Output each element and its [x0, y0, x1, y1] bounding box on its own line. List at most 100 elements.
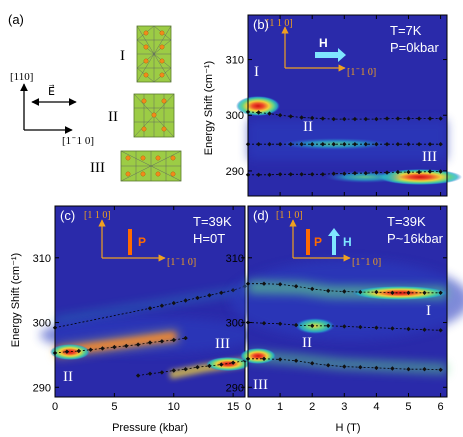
- panel-label-d: (d): [253, 208, 269, 223]
- data-point-c-2-8: [230, 360, 236, 365]
- x-tick-label-d-0: 0: [245, 401, 251, 413]
- axes-b: 290 300 310: [226, 15, 447, 196]
- x-tick-label-d-4: 4: [373, 401, 379, 413]
- data-point-c-1-7: [135, 342, 141, 347]
- data-point-c-1-3: [88, 347, 93, 352]
- inset-right-label-d: [1 ̄ 1 0]: [352, 257, 381, 268]
- data-point-d-1-10: [406, 326, 411, 332]
- data-point-c-2-2: [159, 370, 165, 375]
- axis-1-10-label: [1 ̄ 1 0]: [62, 135, 94, 147]
- data-point-b-1-3: [277, 142, 283, 147]
- x-axis-title-c: Pressure (kbar): [112, 422, 188, 434]
- data-point-c-1-6: [124, 343, 129, 349]
- data-point-d-1-6: [342, 324, 347, 329]
- frame-b: [247, 14, 448, 197]
- inset-up-label-b: [1 1 0]: [266, 18, 293, 29]
- data-point-d-1-12: [438, 328, 443, 333]
- y-tick-label-d-2: 310: [226, 253, 244, 265]
- panel-b: [1 1 0] [1 ̄ 1 0] H T=7K P=0kbar I II II…: [226, 14, 462, 197]
- x-tick-label-d-6: 6: [438, 401, 444, 413]
- inset-right-label-c: [1 ̄ 1 0]: [167, 257, 196, 268]
- mode-label-i-b: I: [254, 64, 259, 80]
- data-point-b-2-11: [363, 171, 368, 176]
- inset-up-label-d: [1 1 0]: [276, 210, 303, 221]
- data-point-b-0-12: [374, 116, 379, 122]
- x-tick-label-c-0: 0: [52, 401, 58, 413]
- mode-label-i-d: I: [426, 303, 431, 319]
- data-point-c-2-7: [219, 362, 224, 367]
- data-point-d-0-12: [438, 290, 443, 295]
- data-point-d-1-4: [310, 323, 315, 328]
- x-tick-label-d-1: 1: [277, 401, 283, 413]
- y-tick-label-c-1: 300: [33, 318, 51, 330]
- data-point-b-0-18: [438, 116, 443, 121]
- data-point-d-0-5: [326, 288, 331, 293]
- panel-c: [1 1 0] [1 ̄ 1 0] P T=39K H=0T II III (c…: [33, 205, 260, 413]
- data-point-b-2-14: [395, 169, 401, 175]
- panel-label-b: (b): [253, 17, 269, 32]
- data-point-d-1-5: [326, 323, 331, 328]
- data-point-d-1-7: [358, 324, 363, 330]
- data-point-d-0-10: [406, 290, 411, 295]
- pressure-label-c: P: [138, 235, 146, 249]
- y-axis-title-b: Energy Shift (cm⁻¹): [203, 61, 215, 155]
- data-point-b-0-3: [277, 113, 283, 118]
- hotspot-mode-ii-d: [295, 318, 335, 334]
- panel-a: (a) [110] [1 ̄ 1 0] E⃗ I: [8, 12, 182, 182]
- y-axis-title-c: Energy Shift (cm⁻¹): [10, 253, 22, 347]
- data-point-b-2-15: [406, 169, 411, 175]
- y-tick-label-d-1: 300: [226, 318, 244, 330]
- data-point-d-0-4: [310, 286, 315, 292]
- structure-iii-label: III: [90, 160, 105, 176]
- pressure-arrow-d: [306, 229, 310, 255]
- data-point-d-2-5: [326, 363, 331, 368]
- data-point-d-2-7: [358, 365, 363, 370]
- hotspot-mode-iii-d: [240, 348, 276, 364]
- e-field-label: E⃗: [48, 84, 55, 98]
- data-point-b-2-5: [299, 172, 304, 177]
- data-point-b-1-6: [310, 142, 315, 147]
- data-point-b-2-17: [427, 169, 433, 174]
- data-point-d-0-1: [261, 281, 267, 286]
- data-point-b-1-18: [438, 142, 443, 147]
- data-point-d-1-11: [422, 327, 427, 332]
- data-point-d-2-12: [438, 367, 443, 372]
- structure-ii-label: II: [108, 109, 118, 125]
- data-point-b-2-6: [310, 172, 315, 177]
- series-group-d: [245, 281, 443, 372]
- data-point-b-0-10: [352, 116, 358, 122]
- data-point-b-2-7: [320, 172, 325, 177]
- hotspot-mode-ii-c: [50, 344, 90, 360]
- pressure-arrow-c: [128, 229, 132, 255]
- inset-up-label-c: [1 1 0]: [84, 210, 111, 221]
- annotation-temp-c: T=39K: [193, 214, 232, 229]
- data-point-d-0-3: [293, 284, 299, 289]
- data-point-b-0-2: [267, 111, 272, 116]
- data-point-b-0-6: [310, 115, 315, 121]
- x-tick-label-d-2: 2: [309, 401, 315, 413]
- y-tick-label-d-0: 290: [226, 382, 244, 394]
- data-point-b-0-5: [299, 115, 304, 120]
- panel-a-label: (a): [8, 12, 24, 27]
- x-tick-label-d-5: 5: [405, 401, 411, 413]
- h-field-arrow-b: [315, 48, 346, 62]
- data-point-c-1-8: [147, 340, 153, 345]
- data-point-c-1-4: [100, 346, 105, 351]
- mode-label-ii-c: II: [63, 369, 73, 385]
- data-point-b-2-4: [288, 172, 293, 177]
- data-point-c-2-3: [171, 368, 176, 373]
- data-point-c-0-7: [219, 290, 224, 295]
- data-point-d-2-6: [342, 364, 347, 369]
- data-point-b-2-3: [277, 172, 283, 177]
- data-point-b-0-9: [342, 116, 347, 122]
- data-point-b-1-7: [320, 142, 325, 147]
- data-point-d-0-2: [277, 282, 283, 287]
- hotspot-mode-iii-c: [206, 357, 250, 371]
- data-point-b-1-5: [299, 142, 304, 147]
- data-point-b-2-10: [352, 171, 358, 176]
- structure-ii: II: [108, 93, 175, 138]
- data-point-d-0-8: [374, 289, 379, 295]
- data-point-d-2-3: [293, 358, 299, 363]
- annotation-field-c: H=0T: [193, 231, 225, 246]
